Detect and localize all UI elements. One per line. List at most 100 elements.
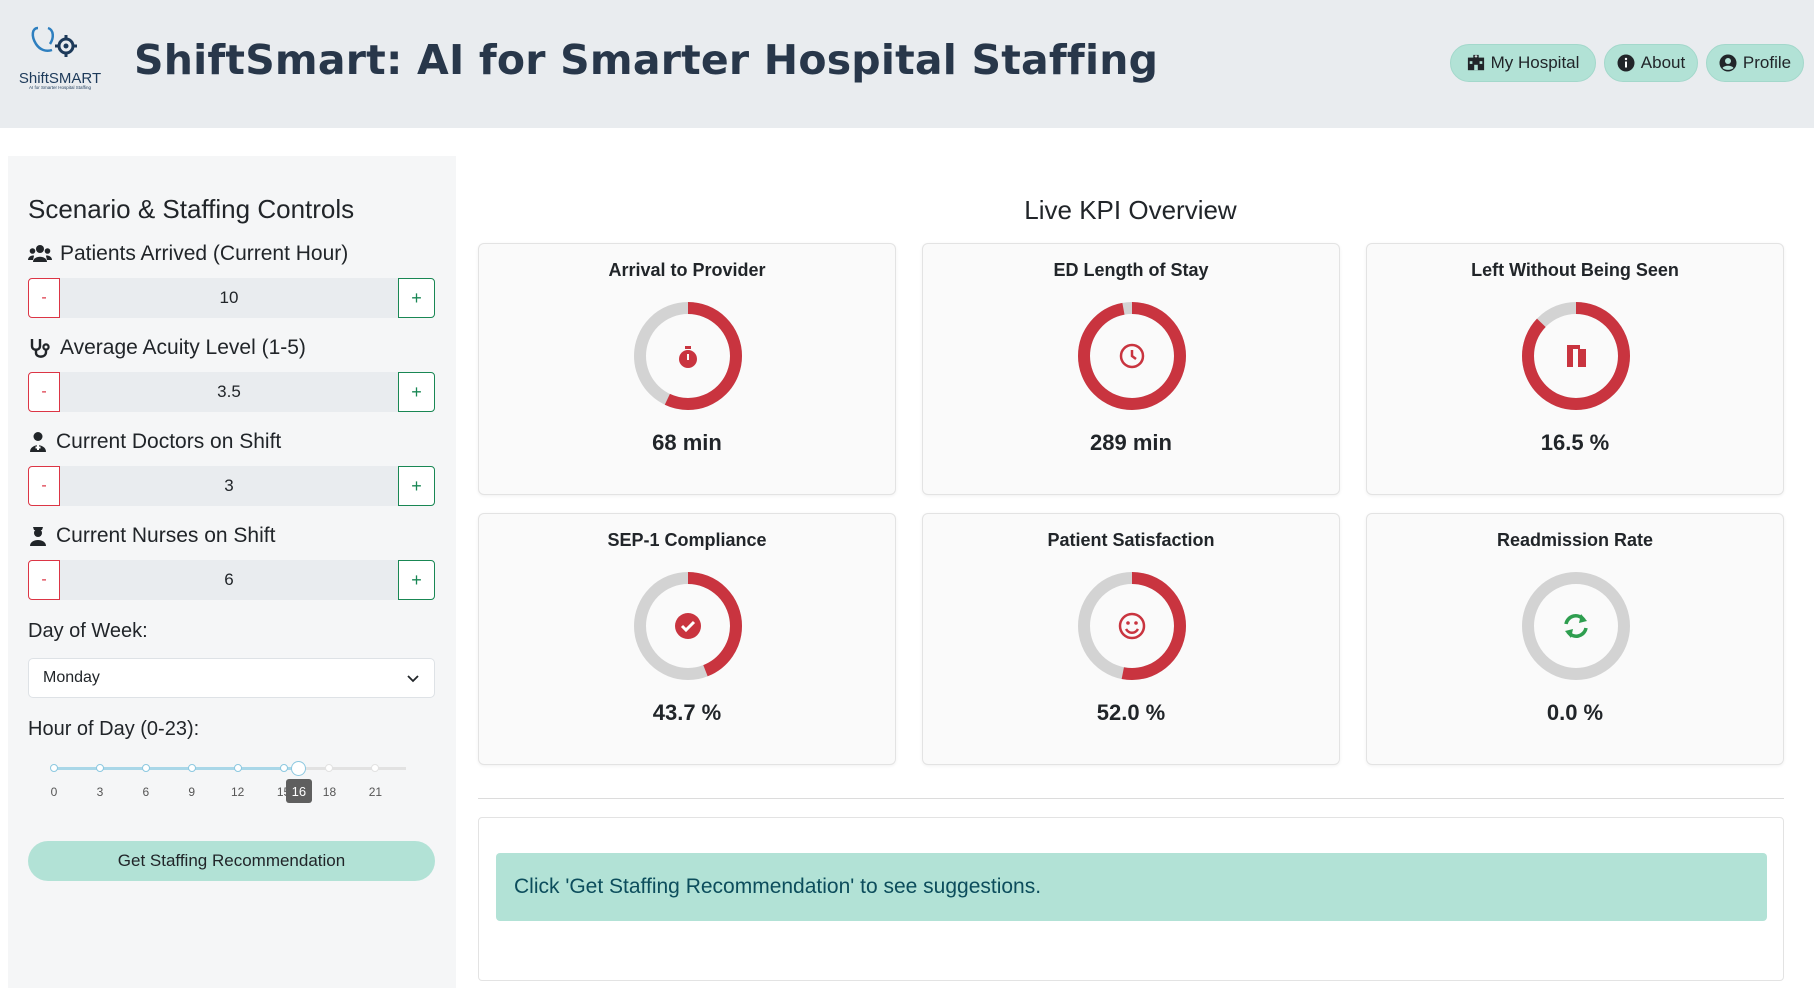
slider-tick-label: 0	[50, 785, 58, 799]
logo-subtext: AI for Smarter Hospital Staffing	[29, 85, 91, 90]
patients-arrived-text: Patients Arrived (Current Hour)	[60, 242, 349, 265]
app-logo-icon	[31, 26, 77, 57]
kpi-title: Left Without Being Seen	[1471, 260, 1679, 280]
patients-arrived-plus-button[interactable]: +	[398, 278, 435, 318]
hour-of-day-label: Hour of Day (0-23):	[28, 718, 200, 740]
nav-my-hospital-label: My Hospital	[1490, 53, 1580, 72]
kpi-value: 43.7 %	[652, 700, 722, 725]
kpi-progress-ring	[1522, 572, 1630, 680]
refresh-icon	[1564, 614, 1588, 638]
nav-my-hospital-button[interactable]: My Hospital	[1450, 44, 1596, 82]
acuity-level-input[interactable]: 3.5	[60, 372, 398, 412]
doctors-minus-button[interactable]: -	[28, 466, 60, 506]
slider-tick-dot	[187, 764, 196, 772]
kpi-title: Patient Satisfaction	[1047, 530, 1215, 550]
hospital-icon	[1467, 54, 1484, 71]
slider-tick-dot	[371, 764, 380, 772]
slider-tick-label: 12	[230, 785, 245, 799]
slider-tick-dot	[95, 764, 104, 772]
nav-profile-button[interactable]: Profile	[1706, 44, 1804, 82]
doctor-icon	[30, 432, 46, 452]
doctors-on-shift-label: Current Doctors on Shift	[28, 430, 281, 454]
stopwatch-icon	[679, 346, 697, 368]
slider-tick-dot	[50, 764, 58, 772]
recommendation-alert: Click 'Get Staffing Recommendation' to s…	[496, 853, 1767, 921]
patients-arrived-minus-button[interactable]: -	[28, 278, 60, 318]
kpi-value: 52.0 %	[1096, 700, 1166, 725]
slider-tick-label: 3	[96, 785, 104, 799]
slider-value: 16	[291, 783, 307, 799]
kpi-card: Left Without Being Seen 16.5 %	[1366, 243, 1784, 495]
sidebar-title: Scenario & Staffing Controls	[28, 194, 355, 224]
day-of-week-value: Monday	[43, 669, 100, 686]
nurses-on-shift-label: Current Nurses on Shift	[28, 524, 275, 548]
slider-value-badge: 16	[285, 779, 312, 803]
chevron-down-icon	[407, 675, 419, 683]
acuity-level-stepper: - 3.5 +	[28, 372, 435, 412]
kpi-card: SEP-1 Compliance 43.7 %	[478, 513, 896, 765]
slider-fill	[54, 767, 299, 770]
slider-tick-label: 18	[322, 785, 337, 799]
kpi-value: 68 min	[652, 430, 722, 455]
stethoscope-icon	[30, 339, 50, 358]
door-exit-icon	[1567, 345, 1586, 367]
kpi-progress-ring	[1078, 572, 1186, 680]
section-divider	[478, 798, 1784, 799]
slider-handle[interactable]	[291, 761, 307, 776]
sidebar-controls: Scenario & Staffing Controls Patients Ar…	[8, 156, 456, 988]
acuity-level-plus-button[interactable]: +	[398, 372, 435, 412]
kpi-title: Readmission Rate	[1496, 530, 1654, 550]
kpi-value: 16.5 %	[1540, 430, 1610, 455]
kpi-progress-ring	[634, 302, 742, 410]
nav-about-label: About	[1640, 53, 1686, 72]
slider-tick-label: 9	[188, 785, 196, 799]
doctors-plus-button[interactable]: +	[398, 466, 435, 506]
user-circle-icon	[1719, 54, 1737, 72]
nurses-on-shift-stepper: - 6 +	[28, 560, 435, 600]
kpi-progress-ring	[634, 572, 742, 680]
kpi-title: ED Length of Stay	[1053, 260, 1209, 280]
app-header: ShiftSMART AI for Smarter Hospital Staff…	[0, 0, 1814, 128]
page-title: ShiftSmart: AI for Smarter Hospital Staf…	[134, 36, 1159, 84]
check-circle-icon	[675, 613, 701, 639]
nurses-on-shift-text: Current Nurses on Shift	[56, 524, 276, 547]
day-of-week-select[interactable]: Monday	[28, 658, 435, 698]
doctors-on-shift-stepper: - 3 +	[28, 466, 435, 506]
get-staffing-recommendation-button[interactable]: Get Staffing Recommendation	[28, 841, 435, 881]
nav-profile-label: Profile	[1742, 53, 1792, 72]
kpi-card: Arrival to Provider 68 min	[478, 243, 896, 495]
slider-tick-label: 21	[368, 785, 383, 799]
nurse-icon	[30, 527, 46, 546]
nurses-input[interactable]: 6	[60, 560, 398, 600]
nurses-minus-button[interactable]: -	[28, 560, 60, 600]
doctors-on-shift-text: Current Doctors on Shift	[56, 430, 282, 453]
hour-of-day-slider[interactable]: 0 3 6 9 12 15 18 21 16	[50, 761, 414, 821]
kpi-title: Arrival to Provider	[608, 260, 766, 280]
acuity-level-text: Average Acuity Level (1-5)	[60, 336, 306, 359]
slider-tick-dot	[141, 764, 150, 772]
recommendation-panel: Click 'Get Staffing Recommendation' to s…	[478, 817, 1784, 981]
slider-tick-dot	[233, 764, 242, 772]
slider-tick-dot	[325, 764, 334, 772]
kpi-value: 0.0 %	[1546, 700, 1604, 725]
slider-tick-label: 6	[142, 785, 150, 799]
kpi-progress-ring	[1522, 302, 1630, 410]
patients-arrived-label: Patients Arrived (Current Hour)	[28, 242, 348, 266]
nurses-plus-button[interactable]: +	[398, 560, 435, 600]
kpi-progress-ring	[1078, 302, 1186, 410]
smile-icon	[1118, 612, 1146, 640]
slider-tick-dot	[279, 764, 288, 772]
acuity-level-minus-button[interactable]: -	[28, 372, 60, 412]
doctors-input[interactable]: 3	[60, 466, 398, 506]
day-of-week-label: Day of Week:	[28, 620, 148, 642]
kpi-card: Readmission Rate 0.0 %	[1366, 513, 1784, 765]
kpi-value: 289 min	[1090, 430, 1172, 455]
patients-arrived-input[interactable]: 10	[60, 278, 398, 318]
nav-about-button[interactable]: About	[1604, 44, 1698, 82]
kpi-card: ED Length of Stay 289 min	[922, 243, 1340, 495]
users-icon	[28, 245, 52, 262]
acuity-level-label: Average Acuity Level (1-5)	[28, 336, 306, 360]
info-icon	[1617, 54, 1635, 72]
kpi-card: Patient Satisfaction 52.0 %	[922, 513, 1340, 765]
kpi-overview-title: Live KPI Overview	[1024, 195, 1237, 225]
